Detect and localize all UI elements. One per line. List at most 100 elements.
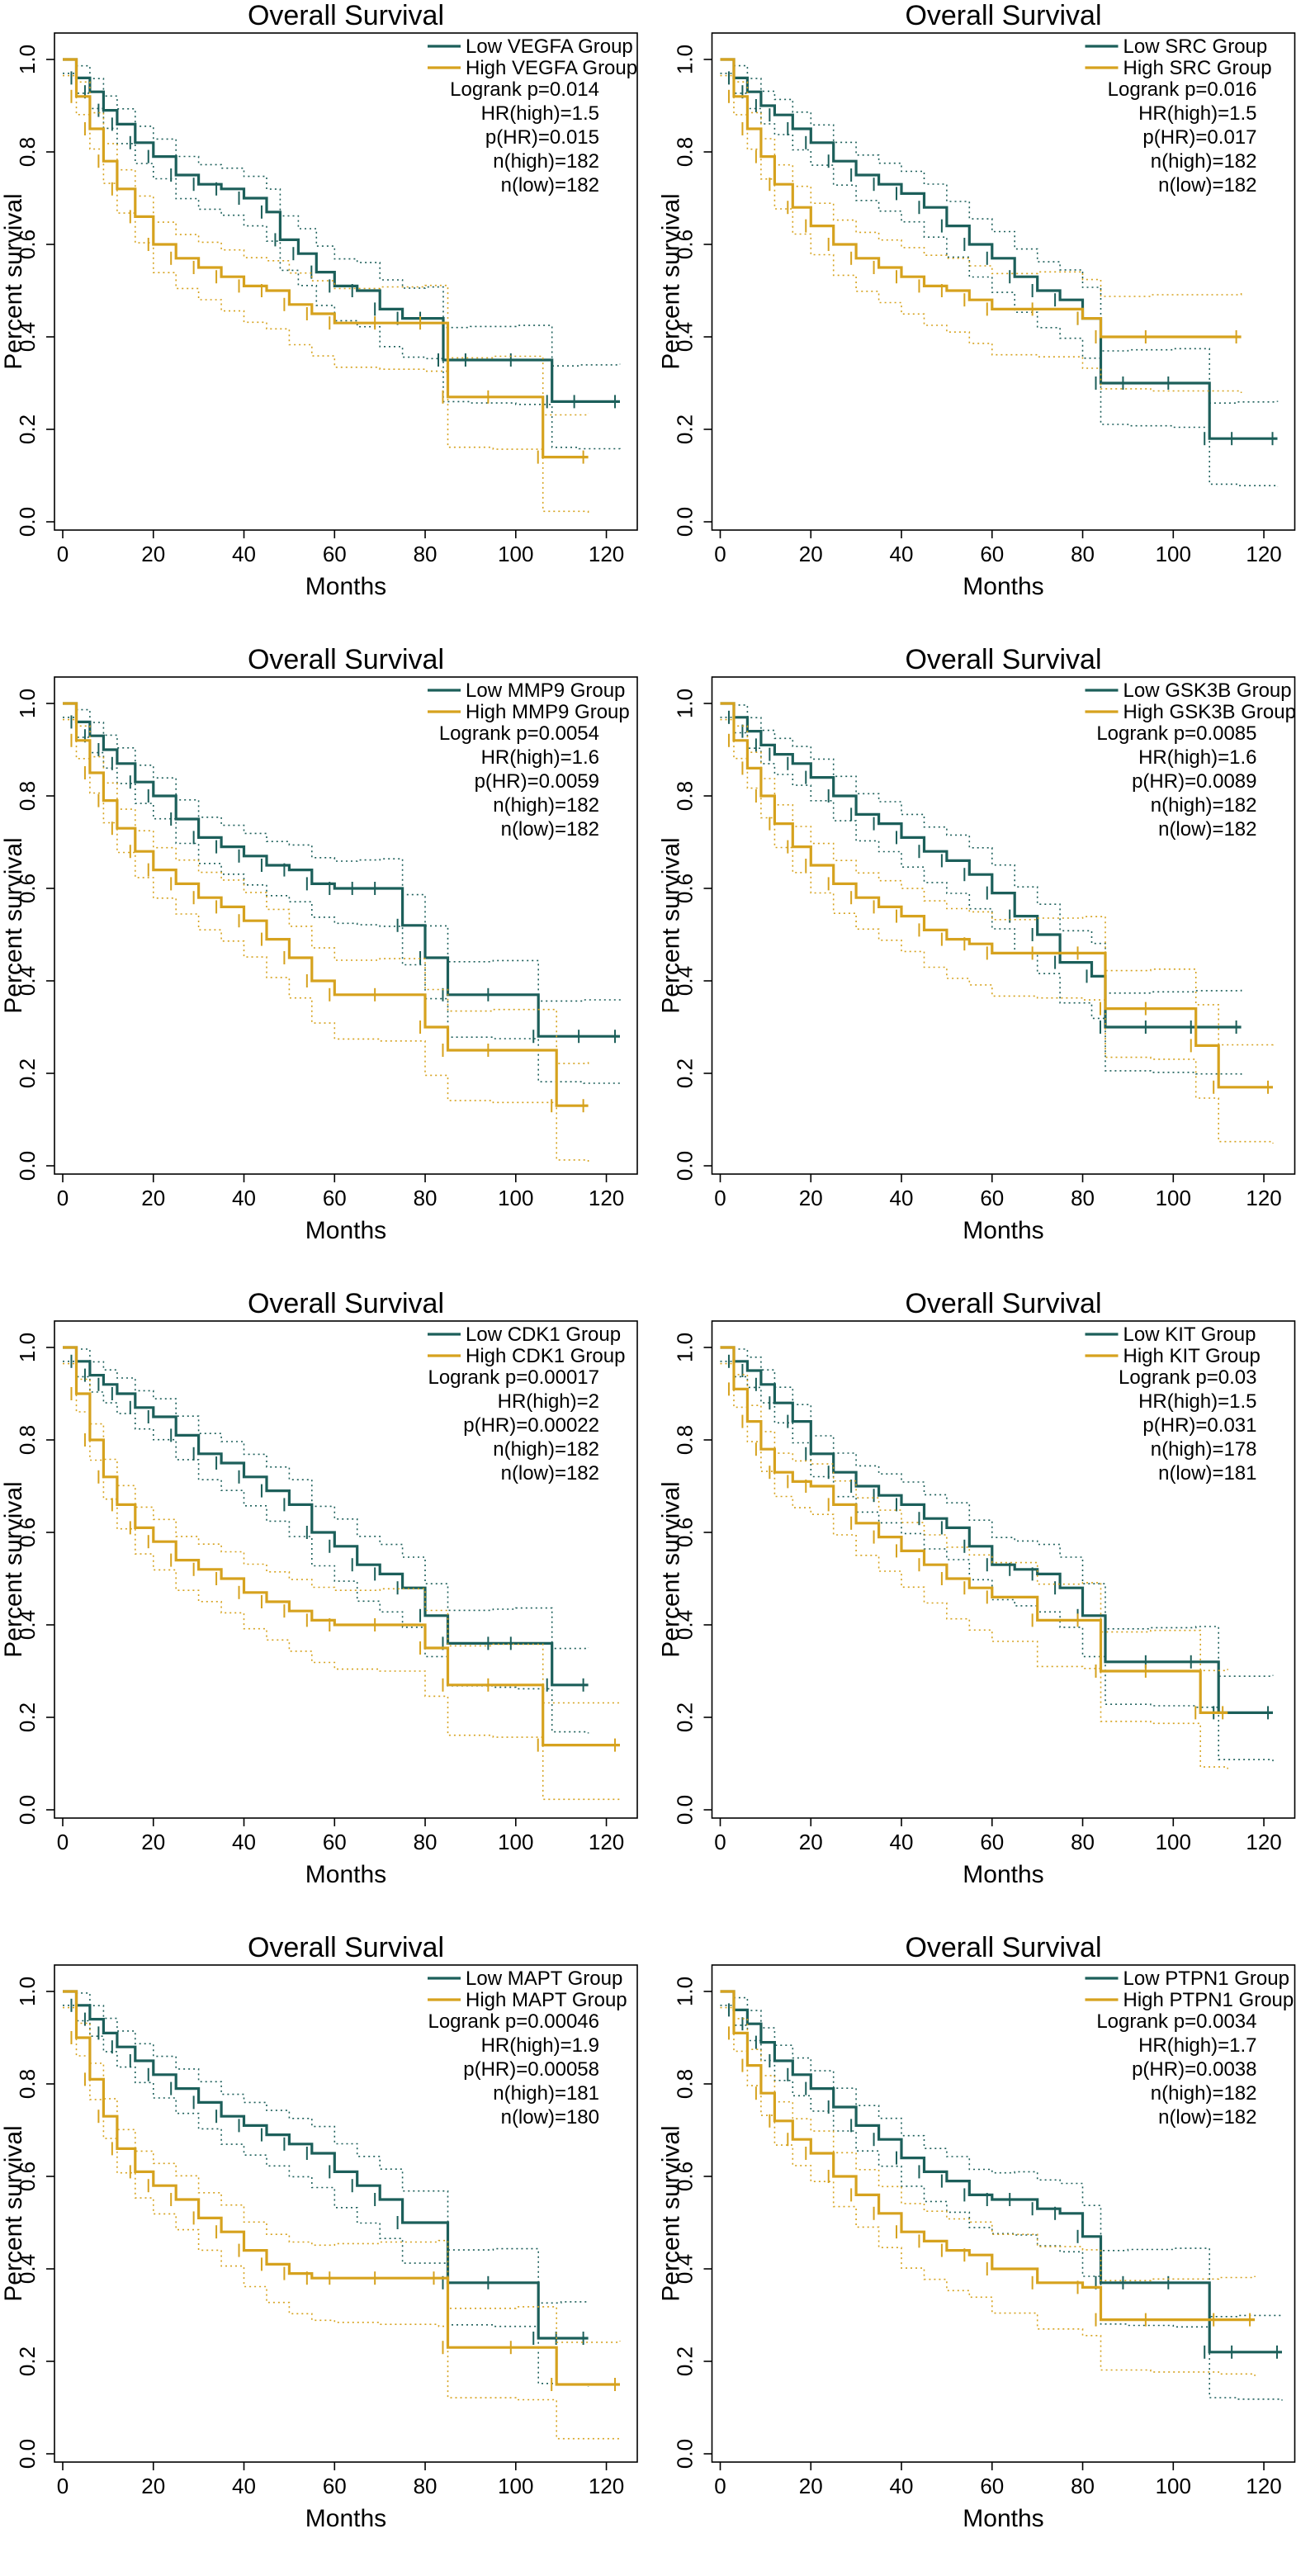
x-tick-label: 100	[498, 542, 533, 566]
plot-frame	[54, 1320, 638, 1819]
km-chart-2: Overall Survival 0 20 40 60 80 100 120 0.0 0.2 0.4…	[657, 0, 1315, 644]
plot-frame	[54, 32, 638, 531]
y-tick-label: 0.8	[15, 1425, 40, 1455]
y-tick-label: 1.0	[15, 1977, 40, 2006]
x-tick-label: 0	[714, 542, 726, 566]
x-tick-label: 40	[232, 1830, 256, 1854]
stat-line: n(high)=182	[1151, 150, 1257, 173]
x-tick-label: 120	[1246, 1830, 1281, 1854]
stat-line: HR(high)=1.7	[1138, 2034, 1256, 2057]
x-axis-label: Months	[963, 2505, 1043, 2532]
km-chart-svg: Overall Survival 0 20 40 60 80 100 120 0.0 0.2 0.4…	[0, 644, 638, 1244]
survival-curve-low	[720, 1346, 1273, 1714]
survival-curve-high	[720, 702, 1273, 1089]
y-tick-label: 0.8	[673, 2069, 698, 2099]
y-tick-label: 0.2	[15, 1058, 40, 1088]
x-tick-label: 0	[57, 1830, 69, 1854]
y-tick-label: 0.2	[673, 1058, 698, 1088]
x-axis-label: Months	[963, 1861, 1043, 1888]
chart-title: Overall Survival	[905, 1288, 1101, 1319]
survival-curve-high	[63, 1990, 620, 2386]
x-tick-label: 80	[414, 2474, 438, 2498]
stat-line: n(low)=182	[501, 818, 599, 841]
y-tick-label: 0.0	[15, 1151, 40, 1181]
x-tick-label: 120	[589, 1830, 624, 1854]
legend-label-high: High PTPN1 Group	[1123, 1989, 1294, 2011]
legend-label-low: Low MAPT Group	[466, 1968, 622, 1990]
stat-line: p(HR)=0.00022	[463, 1414, 599, 1437]
y-axis-label: Percent survival	[658, 1481, 685, 1657]
stat-line: p(HR)=0.017	[1142, 126, 1256, 149]
x-tick-label: 0	[57, 2474, 69, 2498]
legend-label-low: Low VEGFA Group	[466, 36, 633, 58]
ci-upper-high	[720, 1991, 1256, 2281]
y-tick-label: 0.2	[673, 414, 698, 444]
survival-curve-high	[63, 1346, 620, 1747]
ci-lower-high	[63, 718, 589, 1163]
ci-lower-high	[720, 74, 1242, 393]
ci-lower-low	[720, 2005, 1283, 2401]
legend-label-high: High VEGFA Group	[466, 57, 637, 79]
ci-upper-high	[720, 1347, 1228, 1672]
x-tick-label: 80	[1071, 1186, 1095, 1210]
plot-frame	[711, 1320, 1296, 1819]
x-tick-label: 120	[1246, 542, 1281, 566]
ci-lower-low	[720, 1361, 1274, 1762]
stat-line: Logrank p=0.016	[1108, 78, 1257, 101]
stat-line: n(low)=182	[1158, 818, 1256, 841]
ci-upper-low	[720, 1991, 1283, 2318]
x-tick-label: 100	[1156, 1186, 1191, 1210]
plot-area	[63, 1346, 621, 1802]
survival-curve-high	[63, 702, 589, 1107]
y-tick-label: 0.8	[673, 781, 698, 811]
x-tick-label: 60	[323, 2474, 347, 2498]
y-tick-label: 0.4	[15, 966, 40, 996]
chart-title: Overall Survival	[248, 1288, 444, 1319]
x-tick-label: 60	[980, 1830, 1004, 1854]
legend-label-high: High SRC Group	[1123, 57, 1272, 79]
km-chart-svg: Overall Survival 0 20 40 60 80 100 120 0.0 0.2 0.4…	[658, 1288, 1296, 1888]
y-axis-label: Percent survival	[658, 193, 685, 369]
y-tick-label: 0.2	[15, 1702, 40, 1732]
stat-line: Logrank p=0.0054	[439, 722, 599, 745]
chart-title: Overall Survival	[905, 644, 1101, 675]
legend-label-high: High MAPT Group	[466, 1989, 627, 2011]
survival-curve-low	[720, 1990, 1282, 2354]
x-tick-label: 120	[589, 1186, 624, 1210]
ci-lower-high	[63, 1362, 621, 1802]
y-tick-label: 0.6	[673, 2162, 698, 2191]
y-tick-label: 0.6	[15, 874, 40, 903]
stat-line: Logrank p=0.03	[1119, 1366, 1256, 1389]
x-tick-label: 20	[141, 542, 165, 566]
legend-label-low: Low PTPN1 Group	[1123, 1968, 1289, 1990]
x-tick-label: 60	[980, 542, 1004, 566]
y-tick-label: 0.0	[673, 1151, 698, 1181]
x-tick-label: 80	[414, 542, 438, 566]
x-tick-label: 40	[232, 2474, 256, 2498]
y-tick-label: 0.4	[15, 1610, 40, 1640]
plot-area	[63, 58, 621, 514]
survival-curve-low	[63, 1990, 589, 2340]
ci-upper-high	[720, 703, 1274, 1046]
y-tick-label: 0.4	[673, 322, 698, 352]
x-tick-label: 0	[57, 542, 69, 566]
stat-line: p(HR)=0.0089	[1132, 770, 1256, 793]
stat-line: HR(high)=1.6	[481, 746, 599, 769]
y-tick-label: 0.2	[15, 2346, 40, 2376]
stat-line: HR(high)=1.9	[481, 2034, 599, 2057]
km-chart-4: Overall Survival 0 20 40 60 80 100 120 0.0 0.2 0.4…	[657, 644, 1315, 1288]
y-tick-label: 0.4	[15, 2254, 40, 2284]
y-tick-label: 0.2	[673, 1702, 698, 1732]
stat-line: HR(high)=1.5	[1138, 1390, 1256, 1413]
y-tick-label: 0.6	[15, 2162, 40, 2191]
legend-label-low: Low GSK3B Group	[1123, 680, 1292, 702]
y-tick-label: 0.0	[673, 2439, 698, 2469]
x-axis-label: Months	[305, 2505, 386, 2532]
plot-area	[720, 1990, 1283, 2401]
x-tick-label: 40	[232, 542, 256, 566]
stat-line: p(HR)=0.0059	[475, 770, 599, 793]
ci-upper-low	[720, 703, 1242, 994]
stat-line: p(HR)=0.031	[1142, 1414, 1256, 1437]
km-chart-7: Overall Survival 0 20 40 60 80 100 120 0.0 0.2 0.4…	[0, 1932, 657, 2576]
chart-title: Overall Survival	[248, 0, 444, 31]
